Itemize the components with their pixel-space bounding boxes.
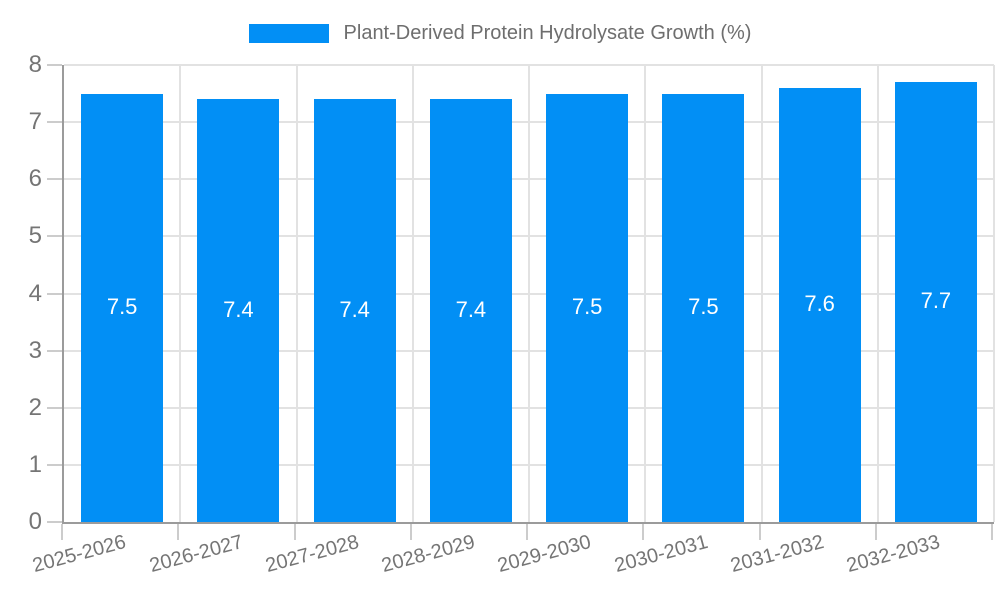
bar-value-label: 7.5 [106, 293, 138, 319]
bar: 7.6 [778, 87, 861, 522]
y-tick-label: 2 [28, 393, 42, 421]
y-tick-mark [47, 64, 62, 66]
bar-value-label: 7.6 [804, 290, 835, 316]
bar-value-label: 7.4 [455, 296, 487, 322]
x-tick-mark [758, 524, 761, 540]
y-tick-mark [47, 521, 62, 523]
bar-value-label: 7.7 [920, 288, 952, 314]
x-tick-label: 2028-2029 [379, 531, 478, 578]
x-tick-mark [874, 524, 877, 540]
bar: 7.4 [313, 99, 396, 522]
x-tick-label: 2032-2033 [844, 531, 943, 578]
x-tick-mark [991, 524, 993, 540]
x-tick-label: 2025-2026 [30, 531, 129, 578]
gridline-vertical [644, 65, 647, 522]
y-tick-label: 3 [28, 336, 42, 364]
x-tick-label: 2029-2030 [495, 531, 594, 578]
x-tick-label: 2026-2027 [146, 531, 246, 578]
y-tick-label: 8 [28, 51, 42, 78]
bar: 7.5 [546, 93, 629, 522]
bar: 7.5 [81, 93, 164, 522]
y-tick-mark [47, 349, 62, 352]
x-tick-label: 2027-2028 [263, 531, 362, 578]
y-tick-label: 7 [28, 108, 42, 136]
bar: 7.7 [894, 82, 977, 522]
y-tick-label: 5 [28, 222, 42, 250]
legend-label: Plant-Derived Protein Hydrolysate Growth… [343, 21, 752, 44]
bar-value-label: 7.4 [339, 296, 370, 322]
gridline-vertical [876, 65, 879, 522]
y-tick-mark [47, 292, 62, 295]
bar-value-label: 7.5 [571, 293, 603, 319]
y-tick-mark [47, 406, 62, 409]
bar-value-label: 7.4 [223, 296, 254, 322]
y-tick-mark [47, 463, 62, 466]
x-tick-mark [526, 524, 528, 540]
plot-area: 7.5 7.4 7.4 7.4 7.5 7.5 7.6 7.7 [62, 64, 995, 524]
x-tick-mark [177, 524, 180, 540]
gridline-vertical [760, 65, 763, 522]
bar-value-label: 7.5 [688, 293, 719, 319]
x-tick-mark [642, 524, 645, 540]
x-tick-mark [409, 524, 412, 540]
y-tick-label: 4 [28, 279, 42, 307]
x-tick-label: 2030-2031 [611, 531, 711, 578]
bar: 7.4 [197, 99, 280, 522]
y-tick-mark [47, 178, 62, 181]
y-tick-label: 1 [28, 450, 42, 478]
y-tick-label: 0 [28, 508, 42, 535]
gridline-vertical [993, 65, 995, 522]
y-tick-mark [47, 121, 62, 124]
gridline-vertical [411, 65, 414, 522]
bar: 7.4 [429, 99, 512, 522]
gridline-vertical [179, 65, 182, 522]
gridline-vertical [528, 65, 530, 522]
gridline-vertical [295, 65, 298, 522]
y-tick-mark [47, 235, 62, 238]
x-tick-label: 2031-2032 [728, 531, 827, 578]
x-tick-mark [61, 524, 63, 540]
legend-swatch [248, 23, 329, 43]
chart-legend[interactable]: Plant-Derived Protein Hydrolysate Growth… [0, 21, 1000, 45]
x-tick-mark [293, 524, 296, 540]
y-tick-label: 6 [28, 165, 42, 193]
bar: 7.5 [662, 93, 745, 522]
